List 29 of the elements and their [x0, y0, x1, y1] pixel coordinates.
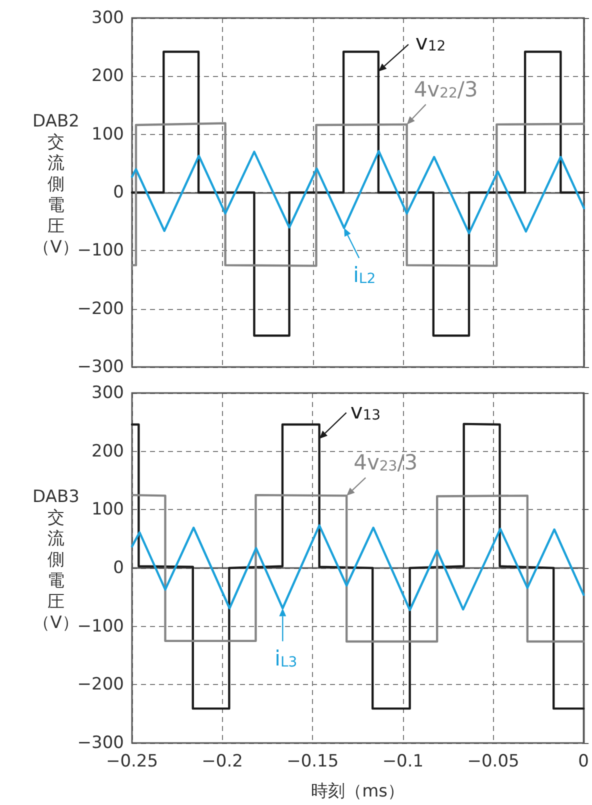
x-axis-title: 時刻（ms） [311, 782, 405, 802]
x-tick-label: −0.15 [286, 752, 339, 772]
series-label: v12 [415, 30, 446, 54]
x-tick-label: −0.1 [382, 752, 424, 772]
x-tick-label: −0.05 [467, 752, 520, 772]
x-tick-label: −0.25 [106, 752, 158, 772]
y-tick-label: 0 [113, 558, 124, 578]
x-tick-label: 0 [578, 752, 590, 772]
y-tick-label: −300 [77, 733, 124, 753]
y-tick-label: 300 [92, 8, 124, 28]
y-tick-label: 200 [92, 441, 124, 462]
y-tick-label: 300 [92, 383, 124, 403]
y-tick-label: −200 [77, 674, 124, 695]
legend-label: iL2 [353, 262, 376, 287]
y-tick-label: 100 [92, 500, 124, 520]
y-axis-title: DAB2 交流側電圧（V） [32, 112, 80, 258]
series-label: 4v23/3 [354, 450, 418, 475]
y-tick-label: 0 [113, 182, 124, 202]
y-tick-label: −100 [77, 240, 124, 261]
series-label: 4v22/3 [414, 77, 478, 102]
y-tick-label: 200 [92, 66, 124, 86]
y-tick-label: −200 [77, 298, 124, 319]
series-label: v13 [350, 400, 381, 424]
y-tick-label: 100 [92, 124, 124, 144]
legend-label: iL3 [274, 646, 298, 670]
y-tick-label: −300 [77, 357, 124, 377]
y-tick-label: −100 [77, 616, 124, 636]
y-axis-title: DAB3 交流側電圧（V） [32, 487, 80, 633]
x-tick-label: −0.2 [202, 752, 243, 772]
